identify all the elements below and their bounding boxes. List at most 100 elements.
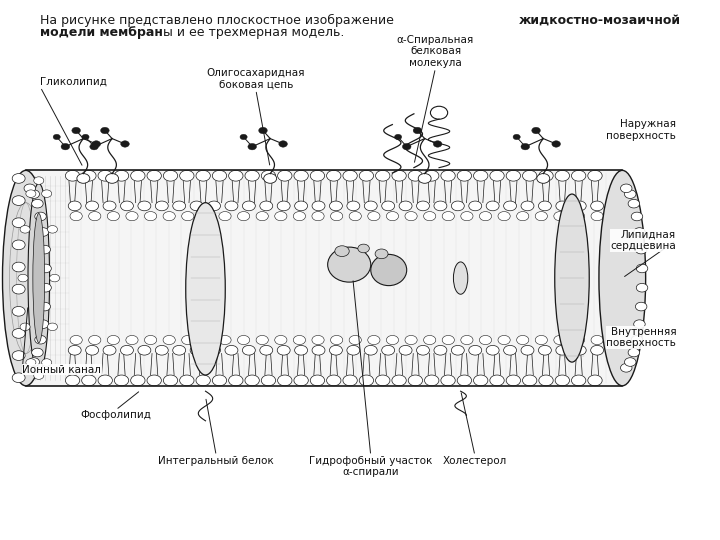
Circle shape: [81, 170, 96, 181]
Circle shape: [28, 190, 40, 198]
Circle shape: [330, 346, 343, 355]
Circle shape: [395, 134, 402, 140]
Circle shape: [636, 302, 647, 311]
Text: α-Спиральная
белковая
молекула: α-Спиральная белковая молекула: [397, 35, 474, 68]
Circle shape: [12, 306, 25, 316]
Circle shape: [279, 141, 287, 147]
Circle shape: [441, 170, 455, 181]
Circle shape: [312, 201, 325, 211]
Circle shape: [405, 212, 417, 221]
Circle shape: [163, 170, 178, 181]
Circle shape: [293, 212, 305, 221]
Circle shape: [573, 201, 586, 211]
Circle shape: [294, 346, 307, 355]
Circle shape: [12, 284, 25, 294]
Text: Липидная
сердцевина: Липидная сердцевина: [611, 230, 676, 251]
Circle shape: [498, 335, 510, 345]
Circle shape: [12, 218, 25, 227]
Circle shape: [382, 346, 395, 355]
Circle shape: [12, 173, 25, 183]
Circle shape: [219, 335, 231, 345]
Circle shape: [330, 212, 343, 221]
Circle shape: [163, 212, 175, 221]
Circle shape: [423, 335, 436, 345]
Circle shape: [103, 201, 116, 211]
Circle shape: [330, 201, 343, 211]
Circle shape: [506, 375, 521, 386]
Circle shape: [89, 212, 101, 221]
Circle shape: [145, 335, 157, 345]
Circle shape: [628, 348, 639, 357]
Circle shape: [327, 170, 341, 181]
Circle shape: [156, 201, 168, 211]
Ellipse shape: [554, 194, 589, 362]
Circle shape: [486, 346, 499, 355]
Circle shape: [368, 212, 380, 221]
Circle shape: [190, 346, 203, 355]
Circle shape: [521, 346, 534, 355]
Circle shape: [434, 346, 447, 355]
Ellipse shape: [454, 262, 468, 294]
Circle shape: [173, 201, 186, 211]
Circle shape: [457, 375, 472, 386]
Circle shape: [441, 375, 455, 386]
Circle shape: [126, 212, 138, 221]
Circle shape: [53, 134, 60, 140]
Circle shape: [256, 335, 269, 345]
Circle shape: [77, 173, 90, 183]
Circle shape: [399, 346, 412, 355]
Circle shape: [636, 264, 648, 273]
Circle shape: [92, 141, 101, 147]
Circle shape: [552, 141, 560, 147]
Ellipse shape: [599, 170, 646, 386]
Circle shape: [225, 201, 238, 211]
Circle shape: [327, 375, 341, 386]
Circle shape: [490, 375, 504, 386]
Circle shape: [368, 335, 380, 345]
Circle shape: [359, 170, 374, 181]
Circle shape: [523, 375, 537, 386]
Circle shape: [35, 212, 46, 221]
Circle shape: [260, 201, 273, 211]
Circle shape: [130, 170, 145, 181]
Circle shape: [490, 170, 504, 181]
Circle shape: [106, 173, 119, 183]
Circle shape: [24, 184, 35, 193]
Circle shape: [310, 170, 325, 181]
Text: жидкостно-мозаичной: жидкостно-мозаичной: [518, 14, 680, 26]
Ellipse shape: [328, 247, 371, 282]
Circle shape: [556, 346, 569, 355]
Circle shape: [68, 201, 81, 211]
Circle shape: [42, 190, 52, 198]
Circle shape: [147, 170, 161, 181]
Ellipse shape: [28, 183, 50, 373]
Circle shape: [554, 335, 566, 345]
Circle shape: [86, 346, 99, 355]
Circle shape: [26, 359, 36, 366]
Circle shape: [417, 346, 429, 355]
Circle shape: [277, 346, 290, 355]
Circle shape: [163, 375, 178, 386]
Circle shape: [347, 201, 360, 211]
Circle shape: [26, 190, 36, 198]
Ellipse shape: [2, 170, 49, 386]
Circle shape: [423, 212, 436, 221]
Circle shape: [120, 201, 133, 211]
Circle shape: [591, 335, 603, 345]
Circle shape: [636, 284, 648, 292]
Circle shape: [457, 170, 472, 181]
Circle shape: [413, 127, 422, 134]
Circle shape: [86, 201, 99, 211]
Circle shape: [89, 335, 101, 345]
Circle shape: [278, 375, 292, 386]
Circle shape: [474, 375, 488, 386]
Circle shape: [275, 335, 287, 345]
Text: Гидрофобный участок
α-спирали: Гидрофобный участок α-спирали: [309, 456, 433, 477]
Circle shape: [200, 212, 212, 221]
Circle shape: [120, 346, 133, 355]
Circle shape: [40, 284, 51, 292]
Circle shape: [590, 201, 603, 211]
Circle shape: [50, 274, 60, 282]
Circle shape: [364, 346, 377, 355]
Circle shape: [35, 335, 46, 344]
